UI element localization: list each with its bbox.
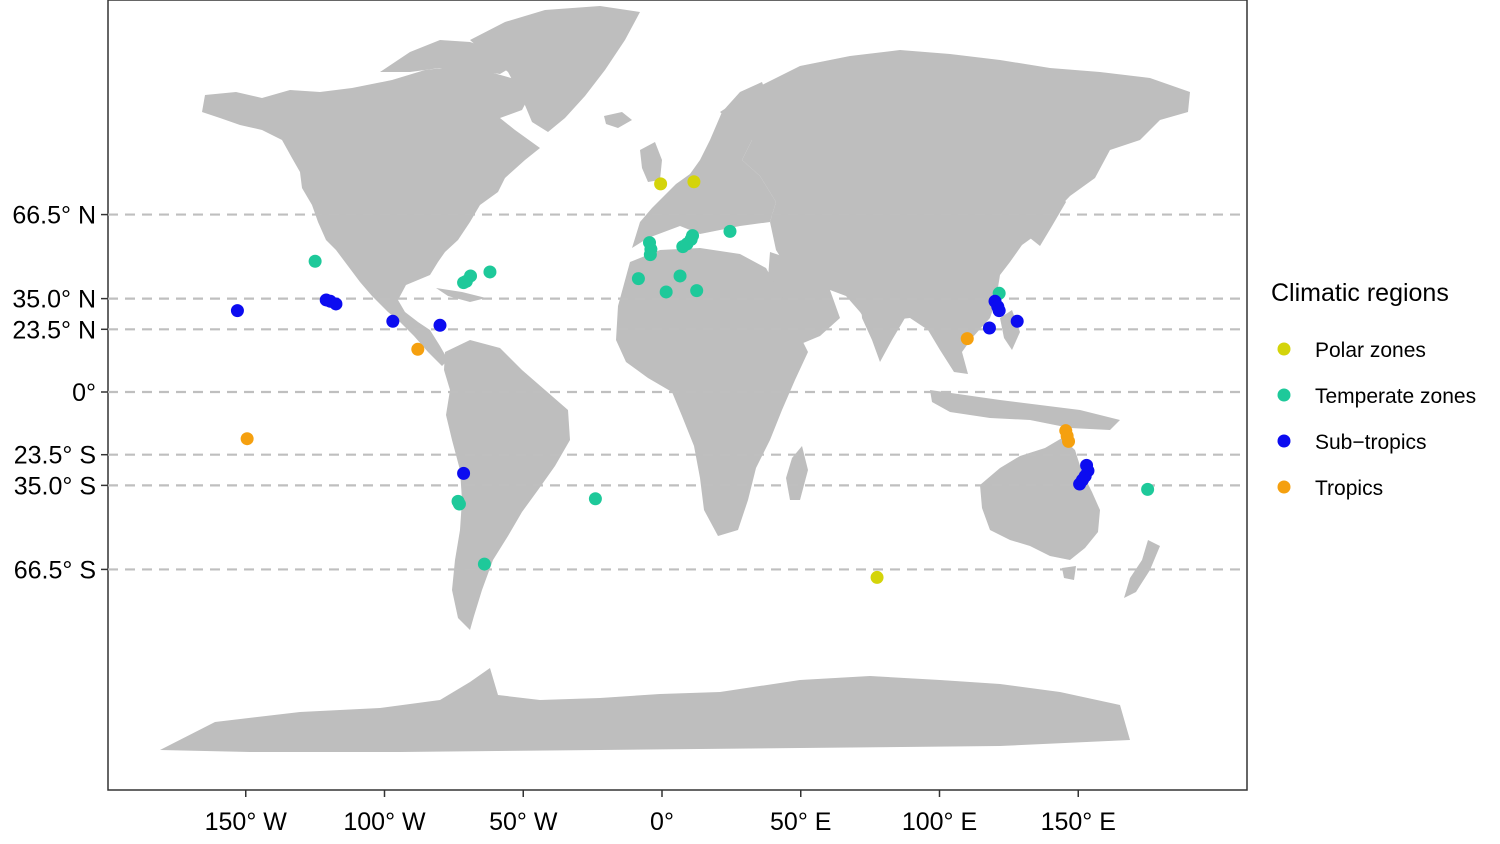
site-point-subtropics-29 <box>230 304 244 318</box>
new-zealand-islands <box>1124 540 1160 598</box>
site-point-polar-2 <box>870 570 884 584</box>
x-tick-label-1: 100° W <box>343 808 426 836</box>
antarctica-landmass <box>160 668 1130 752</box>
site-point-temperate-19 <box>690 284 704 298</box>
y-tick-label-4: 23.5° S <box>14 442 96 470</box>
y-tick-label-3: 0° <box>72 379 96 407</box>
site-point-subtropics-31 <box>433 318 447 332</box>
site-point-temperate-6 <box>464 269 478 283</box>
site-point-tropics-44 <box>240 432 254 446</box>
y-tick-label-6: 66.5° S <box>14 556 96 584</box>
site-point-temperate-14 <box>686 229 700 243</box>
x-axis: 150° W 100° W 50° W 0° 50° E 100° E 150° E <box>205 790 1116 836</box>
legend-title: Climatic regions <box>1271 279 1449 307</box>
site-point-subtropics-35 <box>982 321 996 335</box>
site-point-temperate-25 <box>477 557 491 571</box>
site-point-tropics-48 <box>1062 434 1076 448</box>
australia-landmass <box>980 438 1100 560</box>
x-tick-label-5: 100° E <box>902 808 977 836</box>
site-point-temperate-10 <box>643 248 657 262</box>
site-point-temperate-17 <box>673 269 687 283</box>
site-point-temperate-23 <box>452 497 466 511</box>
site-point-subtropics-36 <box>1010 314 1024 328</box>
x-tick-label-6: 150° E <box>1041 808 1116 836</box>
site-point-tropics-45 <box>960 332 974 346</box>
site-point-temperate-3 <box>308 254 322 268</box>
legend-label-subtropics: Sub−tropics <box>1315 431 1426 454</box>
iceland-island <box>604 112 632 128</box>
y-tick-label-1: 35.0° N <box>12 286 96 314</box>
y-tick-label-5: 35.0° S <box>14 472 96 500</box>
legend-items: Polar zones Temperate zones Sub−tropics Tro… <box>1277 339 1476 500</box>
legend-label-temperate: Temperate zones <box>1315 385 1476 408</box>
legend-key-subtropics <box>1277 434 1291 448</box>
indonesia-islands <box>930 390 1120 430</box>
north-america-landmass <box>202 66 540 366</box>
japan-islands <box>1030 190 1066 246</box>
x-tick-label-2: 50° W <box>489 808 558 836</box>
site-point-tropics-43 <box>411 342 425 356</box>
british-isles <box>640 142 662 182</box>
legend-key-tropics <box>1277 480 1291 494</box>
legend-label-tropics: Tropics <box>1315 477 1383 500</box>
legend-key-polar <box>1277 342 1291 356</box>
site-point-temperate-15 <box>723 224 737 238</box>
site-point-temperate-18 <box>659 285 673 299</box>
site-point-temperate-7 <box>483 265 497 279</box>
site-point-temperate-16 <box>631 272 645 286</box>
legend-label-polar: Polar zones <box>1315 339 1426 362</box>
y-tick-label-0: 66.5° N <box>12 202 96 230</box>
site-point-temperate-21 <box>1141 482 1155 496</box>
site-point-subtropics-34 <box>992 304 1006 318</box>
y-tick-label-2: 23.5° N <box>12 316 96 344</box>
tasmania-island <box>1062 566 1076 580</box>
site-point-subtropics-30 <box>386 314 400 328</box>
legend-key-temperate <box>1277 388 1291 402</box>
site-point-polar-1 <box>687 175 701 189</box>
legend: Climatic regions Polar zones Temperate zo… <box>1271 279 1476 500</box>
site-point-subtropics-28 <box>329 297 343 311</box>
x-tick-label-0: 150° W <box>205 808 288 836</box>
site-point-temperate-24 <box>588 492 602 506</box>
site-point-subtropics-37 <box>457 466 471 480</box>
site-point-subtropics-42 <box>1073 477 1087 491</box>
x-tick-label-4: 50° E <box>770 808 831 836</box>
greenland-landmass <box>470 6 640 132</box>
land-masses <box>160 6 1190 752</box>
madagascar-island <box>786 446 808 500</box>
x-tick-label-3: 0° <box>650 808 674 836</box>
y-axis: 66.5° N 35.0° N23.5° N 0° 23.5° S35.0° S 66.… <box>12 202 108 584</box>
site-markers <box>230 175 1155 584</box>
site-point-polar-0 <box>654 177 668 191</box>
indian-subcontinent <box>860 290 905 362</box>
asia-landmass <box>720 50 1190 374</box>
latitude-gridlines <box>108 213 1247 571</box>
